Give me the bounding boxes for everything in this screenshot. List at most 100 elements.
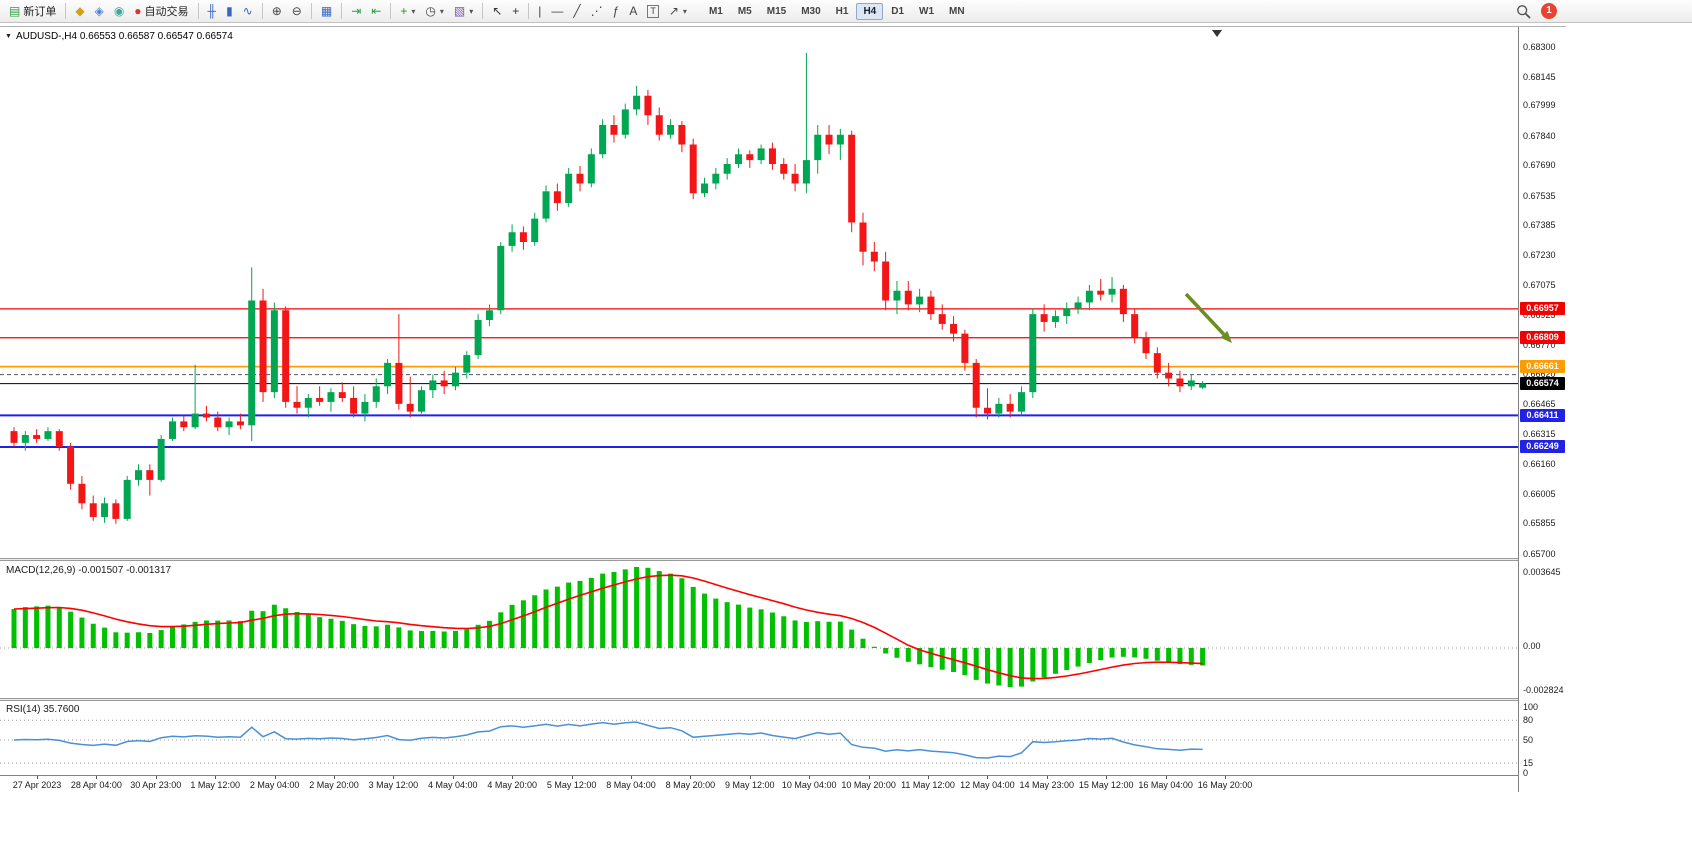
market-watch-button[interactable]: ◆: [70, 0, 89, 22]
line-chart-icon: ∿: [242, 4, 253, 18]
time-tick: [37, 776, 38, 779]
trendline-button[interactable]: ╱: [568, 0, 585, 22]
time-tick: [215, 776, 217, 779]
toolbar: ▤ 新订单 ◆ ◈ ◉ ● 自动交易 ╫ ▮ ∿ ⊕ ⊖ ▦ ⇥ ⇤ + ▾ ◷ ▾ ▧ ▾ ↖ + | ― ╱ ⋰ ƒ A T ↗ ▾ M1 M…: [0, 0, 1692, 23]
tile-windows-button[interactable]: ▦: [316, 0, 337, 22]
cursor-button[interactable]: ↖: [487, 0, 507, 22]
time-axis-label: 3 May 12:00: [368, 780, 419, 790]
horizontal-line-button[interactable]: ―: [546, 0, 568, 22]
time-axis-label: 28 Apr 04:00: [70, 780, 122, 790]
time-tick: [155, 776, 157, 779]
timeframe-m30[interactable]: M30: [801, 5, 821, 17]
price-axis-label: 0.67999: [1523, 100, 1556, 111]
price-axis-label: 0.67690: [1523, 160, 1556, 171]
time-tick: [571, 776, 573, 779]
search-icon[interactable]: [1516, 4, 1532, 20]
price-axis[interactable]: 0.68300 0.68145 0.67999 0.67840 0.67690 0.675…: [1518, 27, 1567, 792]
toolbar-separator: [310, 3, 312, 19]
time-tick: [1225, 776, 1226, 779]
timeframe-w1[interactable]: W1: [919, 5, 935, 17]
time-tick: [1165, 776, 1167, 779]
price-tag: 0.66249: [1520, 440, 1565, 454]
timeframe-m5[interactable]: M5: [737, 5, 752, 17]
symbol-dropdown-icon[interactable]: ▼: [5, 33, 12, 40]
candlestick-chart-button[interactable]: ▮: [221, 0, 238, 22]
chart-shift-icon: ⇤: [371, 4, 382, 18]
macd-panel-canvas[interactable]: [0, 561, 1518, 698]
time-tick: [393, 776, 395, 779]
fibonacci-button[interactable]: ƒ: [608, 0, 625, 22]
vertical-line-button[interactable]: |: [533, 0, 546, 22]
chart-shift-button[interactable]: ⇤: [366, 0, 386, 22]
panel-splitter[interactable]: [0, 558, 1566, 561]
time-axis-label: 2 May 20:00: [309, 780, 359, 790]
fibonacci-icon: ƒ: [612, 4, 620, 18]
timeframe-h1[interactable]: H1: [835, 5, 849, 17]
shapes-button[interactable]: ↗ ▾: [664, 0, 692, 22]
time-axis-label: 9 May 12:00: [725, 780, 775, 790]
candles: [10, 52, 1207, 524]
data-window-button[interactable]: ◉: [109, 0, 129, 22]
time-axis[interactable]: 27 Apr 2023 28 Apr 04:00 30 Apr 23:00 1 May…: [0, 775, 1566, 793]
price-tag: 0.66809: [1520, 331, 1565, 345]
price-axis-label: 0.66005: [1523, 489, 1556, 500]
new-order-icon: ▤: [9, 4, 21, 18]
time-tick: [96, 776, 98, 779]
autotrading-button-label: 自动交易: [144, 6, 189, 18]
shapes-icon: ↗: [668, 4, 679, 18]
timeframe-mn[interactable]: MN: [949, 5, 965, 17]
timeframe-m15[interactable]: M15: [766, 5, 787, 17]
autoscroll-icon: ⇥: [351, 4, 362, 18]
channel-button[interactable]: ⋰: [586, 0, 608, 22]
macd-axis-label: 0.00: [1523, 641, 1541, 651]
time-tick: [928, 776, 929, 779]
horizontal-line-icon: ―: [551, 4, 564, 18]
time-axis-label: 4 May 04:00: [428, 780, 478, 790]
chart-window: ▼ AUDUSD-,H4 0.66553 0.66587 0.66547 0.6…: [0, 26, 1567, 793]
toolbar-separator: [390, 3, 392, 19]
timeframe-m1[interactable]: M1: [708, 5, 723, 17]
notification-badge[interactable]: 1: [1541, 3, 1557, 19]
toolbar-separator: [261, 3, 263, 19]
chart-title-text: AUDUSD-,H4 0.66553 0.66587 0.66547 0.665…: [15, 31, 233, 42]
trendline-icon: ╱: [573, 4, 581, 18]
ohlc-bars-button[interactable]: ╫: [203, 0, 222, 22]
zoom-in-icon: ⊕: [271, 4, 282, 18]
autoscroll-button[interactable]: ⇥: [346, 0, 366, 22]
timeframe-h4[interactable]: H4: [856, 2, 884, 20]
crosshair-button[interactable]: +: [507, 0, 524, 22]
price-axis-label: 0.66770: [1523, 339, 1556, 350]
rsi-axis-label: 80: [1523, 714, 1534, 725]
indicators-button[interactable]: + ▾: [395, 0, 420, 22]
label-button[interactable]: T: [642, 0, 664, 22]
zoom-in-button[interactable]: ⊕: [267, 0, 287, 22]
time-axis-label: 4 May 20:00: [487, 780, 537, 790]
new-order-button[interactable]: ▤ 新订单: [4, 0, 61, 22]
time-axis-label: 27 Apr 2023: [12, 780, 62, 790]
time-axis-label: 30 Apr 23:00: [130, 780, 182, 790]
zoom-out-button[interactable]: ⊖: [287, 0, 307, 22]
time-tick: [631, 776, 632, 779]
chart-shift-marker[interactable]: [1212, 30, 1222, 37]
macd-axis-label: -0.002824: [1523, 685, 1564, 695]
data-window-icon: ◉: [113, 4, 125, 18]
templates-button[interactable]: ▧ ▾: [449, 0, 478, 22]
rsi-panel-canvas[interactable]: [0, 701, 1518, 775]
autotrading-button[interactable]: ● 自动交易: [129, 0, 193, 22]
time-tick: [1046, 776, 1048, 779]
timeframe-d1[interactable]: D1: [891, 5, 905, 17]
panel-splitter[interactable]: [0, 698, 1566, 701]
line-chart-button[interactable]: ∿: [238, 0, 258, 22]
rsi-line: [13, 721, 1203, 759]
price-chart-canvas[interactable]: [0, 27, 1518, 558]
price-tag: 0.66574: [1520, 377, 1565, 391]
rsi-axis-label: 100: [1523, 701, 1539, 712]
arrow-annotation[interactable]: [1184, 292, 1232, 343]
text-button[interactable]: A: [624, 0, 642, 22]
price-axis-label: 0.67840: [1523, 131, 1556, 142]
time-tick: [868, 776, 870, 779]
periods-button[interactable]: ◷ ▾: [420, 0, 449, 22]
price-axis-label: 0.67385: [1523, 219, 1556, 230]
toolbar-separator: [65, 3, 67, 19]
navigator-button[interactable]: ◈: [90, 0, 109, 22]
